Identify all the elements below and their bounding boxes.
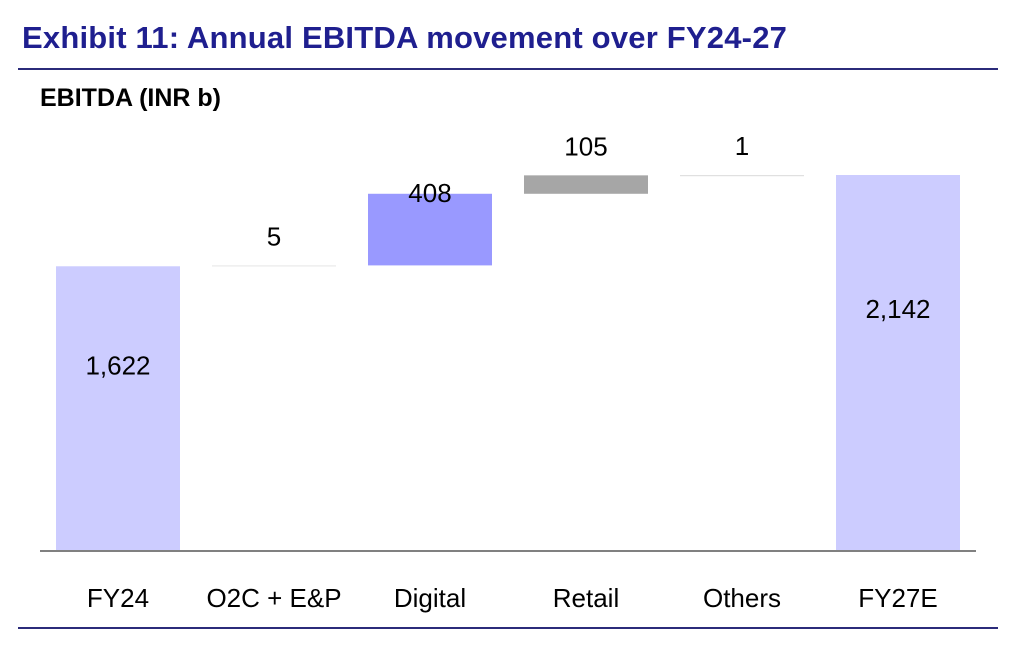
bar-others bbox=[680, 175, 804, 177]
data-label-o2c-e-p: 5 bbox=[267, 221, 281, 251]
bar-fy27e bbox=[836, 175, 960, 551]
x-tick-label-fy24: FY24 bbox=[87, 583, 149, 613]
x-tick-label-fy27e: FY27E bbox=[858, 583, 938, 613]
x-tick-label-digital: Digital bbox=[394, 583, 466, 613]
footer-rule bbox=[18, 627, 998, 629]
chart-subtitle: EBITDA (INR b) bbox=[40, 84, 221, 112]
data-label-others: 1 bbox=[735, 131, 749, 161]
data-label-fy27e: 2,142 bbox=[865, 294, 930, 324]
bar-digital bbox=[368, 193, 492, 266]
x-tick-label-others: Others bbox=[703, 583, 781, 613]
exhibit-title: Exhibit 11: Annual EBITDA movement over … bbox=[22, 20, 788, 55]
bar-retail bbox=[524, 175, 648, 194]
x-tick-label-o2c-e-p: O2C + E&P bbox=[206, 583, 341, 613]
data-label-retail: 105 bbox=[564, 131, 607, 161]
bar-o2c-e-p bbox=[212, 265, 336, 267]
title-rule bbox=[18, 68, 998, 70]
data-label-digital: 408 bbox=[408, 178, 451, 208]
x-tick-label-retail: Retail bbox=[553, 583, 619, 613]
data-label-fy24: 1,622 bbox=[85, 350, 150, 380]
bar-fy24 bbox=[56, 266, 180, 551]
